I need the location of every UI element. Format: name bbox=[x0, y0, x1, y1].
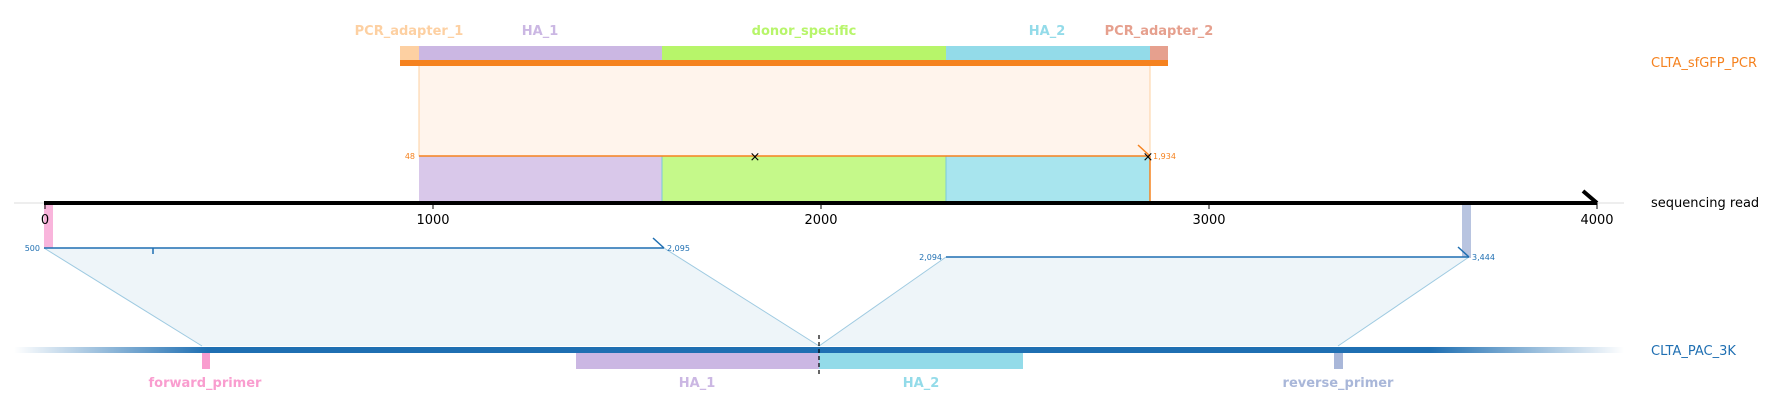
pcr-alignment-start-label: 48 bbox=[405, 152, 415, 161]
ref-feature-ha-2-label: HA_2 bbox=[903, 376, 940, 391]
ref-feature-ha-1-label: HA_1 bbox=[679, 376, 716, 391]
projection-ha-2 bbox=[946, 156, 1150, 203]
pcr-feature-pcr-adapter-2-bar bbox=[1150, 46, 1168, 62]
pcr-product-track: PCR_adapter_1 HA_1 donor_specific HA_2 P… bbox=[355, 24, 1757, 157]
ref-alignment-1-left-connector bbox=[43, 247, 203, 347]
pcr-feature-donor-specific-bar bbox=[662, 46, 946, 62]
pcr-mismatch-marker: × bbox=[750, 150, 761, 165]
pcr-feature-pcr-adapter-1-bar bbox=[400, 46, 419, 62]
ref-alignment-1-end-tick bbox=[652, 237, 665, 249]
reference-alignments: 500 2,095 2,094 3,444 bbox=[25, 237, 1495, 347]
pcr-read-feature-projections bbox=[419, 156, 1151, 203]
ref-alignment-2-start-label: 2,094 bbox=[919, 253, 942, 262]
ref-alignment-1-end-label: 2,095 bbox=[667, 244, 690, 253]
ref-alignment-2-left-connector bbox=[818, 256, 947, 347]
ref-alignment-1-fill bbox=[44, 248, 819, 346]
read-tick-label-0: 0 bbox=[41, 213, 49, 228]
pcr-product-line bbox=[400, 60, 1168, 66]
reference-name: CLTA_PAC_3K bbox=[1651, 344, 1736, 359]
pcr-feature-ha-2-label: HA_2 bbox=[1029, 24, 1066, 39]
pcr-feature-ha-1-label: HA_1 bbox=[522, 24, 559, 39]
read-end-arrow bbox=[1581, 189, 1599, 205]
ref-feature-ha-2-bar bbox=[819, 353, 1023, 369]
ref-feature-ha-1-bar bbox=[576, 353, 819, 369]
ref-alignment-2-right-connector bbox=[1337, 256, 1470, 347]
projection-ha-1 bbox=[419, 156, 662, 203]
read-reverse-primer-marker bbox=[1462, 205, 1471, 258]
pcr-feature-pcr-adapter-2-label: PCR_adapter_2 bbox=[1105, 24, 1214, 39]
read-tick-label-1000: 1000 bbox=[416, 213, 449, 228]
read-axis-ticks: 0 1000 2000 3000 4000 bbox=[41, 203, 1614, 228]
pcr-feature-ha-2-bar bbox=[946, 46, 1150, 62]
ref-alignment-1-right-connector bbox=[663, 247, 820, 347]
ref-alignment-2-fill bbox=[819, 257, 1469, 346]
pcr-alignment-end-tick bbox=[1137, 144, 1151, 157]
pcr-alignment: 48 1,934 × × bbox=[405, 144, 1176, 165]
ref-alignment-2-end-tick bbox=[1457, 246, 1470, 258]
pcr-alignment-fill bbox=[418, 63, 1151, 157]
read-forward-primer-marker bbox=[44, 205, 53, 249]
ref-feature-reverse-primer-label: reverse_primer bbox=[1283, 376, 1395, 391]
ref-alignment-1-start-label: 500 bbox=[25, 244, 40, 253]
pcr-alignment-end-label: 1,934 bbox=[1153, 152, 1176, 161]
pcr-feature-pcr-adapter-1-label: PCR_adapter_1 bbox=[355, 24, 464, 39]
read-track: 0 1000 2000 3000 4000 sequencing read bbox=[14, 189, 1759, 258]
pcr-mismatch-marker: × bbox=[1143, 150, 1154, 165]
read-tick-label-2000: 2000 bbox=[804, 213, 837, 228]
read-tick-label-3000: 3000 bbox=[1192, 213, 1225, 228]
ref-alignment-2-end-label: 3,444 bbox=[1472, 253, 1495, 262]
read-name: sequencing read bbox=[1651, 196, 1759, 211]
pcr-product-name: CLTA_sfGFP_PCR bbox=[1651, 56, 1757, 71]
read-tick-label-4000: 4000 bbox=[1580, 213, 1613, 228]
ref-feature-forward-primer-label: forward_primer bbox=[149, 376, 263, 391]
projection-donor-specific bbox=[662, 156, 946, 203]
pcr-feature-donor-specific-label: donor_specific bbox=[752, 24, 857, 39]
ref-feature-reverse-primer-bar bbox=[1334, 353, 1343, 369]
ref-feature-forward-primer-bar bbox=[202, 353, 210, 369]
reference-track: forward_primer HA_1 HA_2 reverse_primer … bbox=[14, 335, 1736, 391]
pcr-feature-ha-1-bar bbox=[419, 46, 662, 62]
